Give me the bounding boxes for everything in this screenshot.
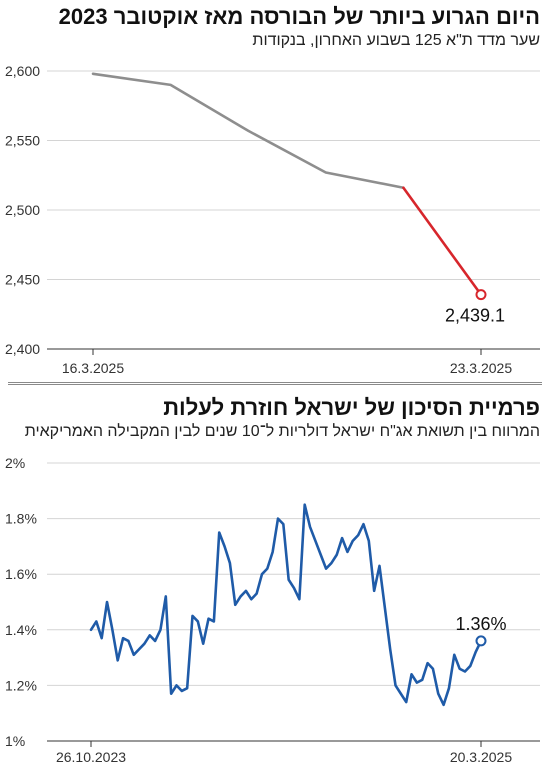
series-line — [91, 72, 405, 190]
x-tick-label: 26.10.2023 — [56, 749, 126, 765]
y-tick-label: 1.2% — [5, 677, 37, 693]
y-tick-label: 2% — [5, 455, 25, 471]
highlight-segment — [402, 186, 483, 296]
y-tick-label: 1.4% — [5, 622, 37, 638]
chart-title: פרמיית הסיכון של ישראל חוזרת לעלות — [163, 395, 540, 420]
y-tick-label: 2,500 — [5, 202, 40, 218]
chart-plot-ta125: 2,400 2,450 2,500 2,550 2,600 16.3.2025 23.3.2… — [5, 63, 540, 376]
end-point-marker — [475, 289, 487, 301]
gridlines — [47, 70, 540, 350]
chart-plot-risk-premium: 1% 1.2% 1.4% 1.6% 1.8% 2% 26.10.2023 20.3.2025 1… — [5, 455, 540, 765]
series-line — [89, 503, 483, 707]
x-tick-label: 20.3.2025 — [450, 749, 512, 765]
y-tick-label: 2,600 — [5, 63, 40, 79]
x-tick-label: 16.3.2025 — [62, 360, 124, 376]
chart-title: היום הגרוע ביותר של הבורסה מאז אוקטובר 2… — [58, 4, 540, 29]
gridlines — [47, 462, 540, 742]
y-tick-label: 1.8% — [5, 511, 37, 527]
x-tick-label: 23.3.2025 — [450, 360, 512, 376]
y-tick-label: 2,550 — [5, 133, 40, 149]
y-tick-label: 2,450 — [5, 272, 40, 288]
y-tick-label: 2,400 — [5, 341, 40, 357]
data-label: 2,439.1 — [445, 306, 505, 326]
data-label: 1.36% — [455, 614, 506, 634]
y-tick-label: 1.6% — [5, 566, 37, 582]
chart-subtitle: שער מדד ת"א 125 בשבוע האחרון, בנקודות — [252, 32, 540, 49]
section-divider — [8, 382, 542, 385]
data-points — [92, 72, 483, 296]
chart-subtitle: המרווח בין תשואת אג"ח ישראל דולריות ל־10… — [24, 423, 540, 440]
y-tick-label: 1% — [5, 733, 25, 749]
end-point-marker — [475, 635, 487, 647]
